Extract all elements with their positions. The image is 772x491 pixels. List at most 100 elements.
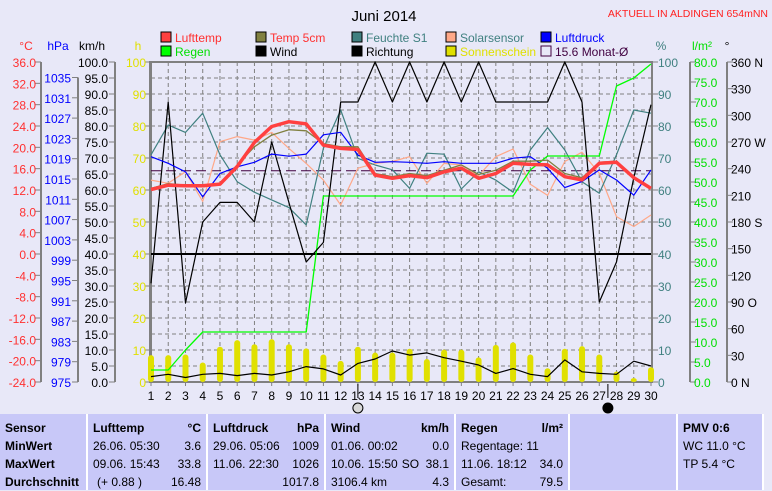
axis-label-direction: 360 N	[731, 56, 763, 70]
axis-label-direction: 330	[731, 83, 751, 97]
axis-label-kmh: 50.0	[85, 216, 109, 230]
regen-total: 79.5	[540, 474, 563, 491]
row-label-min: MinWert	[5, 438, 81, 455]
pmv-header: PMV 0:6	[683, 420, 757, 437]
bar-sonnenschein	[510, 342, 516, 382]
bar-sonnenschein	[251, 344, 257, 382]
axis-label-rain: 55.0	[694, 156, 718, 170]
axis-unit-hours: h	[135, 39, 142, 53]
bar-sonnenschein	[441, 350, 447, 382]
legend-swatch-0	[161, 32, 171, 42]
axis-label-kmh: 20.0	[85, 312, 109, 326]
axis-label-kmh: 30.0	[85, 280, 109, 294]
series-lines	[151, 62, 651, 378]
luftdruck-min-time: 29.06. 05:06	[213, 439, 280, 453]
axis-label-celsius: 20.0	[13, 141, 37, 155]
axis-label-hpa: 1031	[44, 92, 71, 106]
axis-label-rain: 5.0	[694, 356, 711, 370]
legend-label: Luftdruck	[555, 31, 605, 45]
bar-sonnenschein	[648, 367, 654, 382]
axis-label-celsius: 28.0	[13, 99, 37, 113]
axis-label-hpa: 995	[51, 275, 71, 289]
lufttemp-min: 3.6	[184, 438, 201, 455]
axis-label-hours: 0	[139, 376, 146, 390]
legend-swatch-7	[352, 46, 362, 56]
axis-label-celsius: 0.0	[19, 248, 36, 262]
luftdruck-max: 1026	[292, 456, 319, 473]
plot-border	[150, 62, 652, 382]
axis-label-rain: 65.0	[694, 116, 718, 130]
axis-label-kmh: 5.0	[91, 360, 108, 374]
wind-max: 38.1	[422, 456, 449, 473]
wind-min-time: 01.06. 00:02	[331, 439, 398, 453]
weather-chart: Juni 2014 AKTUELL IN ALDINGEN 654mNN Luf…	[0, 0, 772, 414]
axis-label-hours: 100	[126, 56, 146, 70]
axis-label-kmh: 70.0	[85, 152, 109, 166]
axis-label-rain: 35.0	[694, 236, 718, 250]
full-moon-icon	[353, 403, 363, 413]
wind-avg: 4.3	[432, 474, 449, 491]
wind-min: 0.0	[432, 438, 449, 455]
axis-label-rain: 70.0	[694, 96, 718, 110]
new-moon-icon	[603, 403, 613, 413]
x-tick-label: 29	[627, 389, 641, 403]
bar-sonnenschein	[372, 353, 378, 382]
luftdruck-avg: 1017.8	[282, 474, 319, 491]
table-col-pmv: PMV 0:6 WC 11.0 °C TP 5.4 °C	[678, 414, 764, 490]
axis-label-rain: 40.0	[694, 216, 718, 230]
bar-sonnenschein	[562, 349, 568, 382]
regen-max: 34.0	[540, 456, 563, 473]
header-sensor: Sensor	[5, 420, 81, 437]
x-tick-label: 24	[541, 389, 555, 403]
axis-label-celsius: -16.0	[9, 333, 37, 347]
x-tick-label: 8	[268, 389, 275, 403]
axis-unit-hpa: hPa	[47, 39, 69, 53]
axis-label-rain: 45.0	[694, 196, 718, 210]
axis-label-direction: 270 W	[731, 136, 766, 150]
axis-label-hours: 20	[133, 312, 147, 326]
dew-point: TP 5.4 °C	[683, 456, 757, 473]
x-tick-label: 5	[217, 389, 224, 403]
axis-label-celsius: -20.0	[9, 355, 37, 369]
wind-max-direction: SO	[402, 456, 419, 473]
row-label-max: MaxWert	[5, 456, 81, 473]
unit-lufttemp: °C	[188, 420, 201, 437]
axis-label-direction: 60	[731, 323, 745, 337]
x-tick-label: 20	[472, 389, 486, 403]
bar-sonnenschein	[303, 348, 309, 382]
x-tick-label: 4	[199, 389, 206, 403]
line-wind	[151, 351, 651, 378]
wind-distance: 3106.4 km	[331, 475, 387, 489]
bar-sonnenschein	[527, 354, 533, 382]
line-regen	[151, 64, 651, 370]
axis-label-celsius: 16.0	[13, 163, 37, 177]
row-label-avg: Durchschnitt	[5, 474, 81, 491]
x-tick-label: 15	[386, 389, 400, 403]
axis-label-rain: 25.0	[694, 276, 718, 290]
x-tick-label: 17	[420, 389, 434, 403]
x-tick-label: 30	[644, 389, 658, 403]
wind-max-time: 10.06. 15:50	[331, 456, 398, 473]
bar-sonnenschein	[286, 344, 292, 382]
legend-swatch-2	[352, 32, 362, 42]
axis-label-hpa: 1023	[44, 132, 71, 146]
axis-label-direction: 120	[731, 269, 751, 283]
legend-label: Richtung	[366, 45, 413, 59]
axis-label-celsius: 24.0	[13, 120, 37, 134]
unit-luftdruck: hPa	[297, 420, 319, 437]
axis-label-kmh: 45.0	[85, 232, 109, 246]
axis-label-rain: 75.0	[694, 76, 718, 90]
bar-sonnenschein	[148, 355, 154, 382]
axis-unit-celsius: °C	[19, 39, 33, 53]
axis-label-hours: 40	[133, 248, 147, 262]
luftdruck-min: 1009	[292, 438, 319, 455]
bar-sonnenschein	[407, 349, 413, 382]
axis-label-celsius: 4.0	[19, 227, 36, 241]
line-richtung	[151, 62, 651, 303]
x-tick-label: 11	[317, 389, 330, 403]
x-tick-label: 6	[234, 389, 241, 403]
axis-unit-kmh: km/h	[79, 39, 105, 53]
axis-label-rain: 50.0	[694, 176, 718, 190]
axis-label-direction: 0 N	[731, 376, 750, 390]
